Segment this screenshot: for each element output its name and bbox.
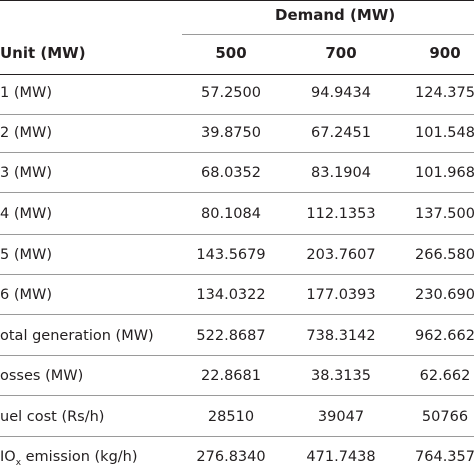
row-divider [0, 314, 474, 315]
table-cell: 276.8340 [196, 449, 266, 465]
table-cell: 57.2500 [201, 85, 261, 101]
row-divider [0, 114, 474, 115]
nox-label-main: IO [0, 449, 16, 465]
header-bottom-rule [0, 74, 474, 75]
table-cell: 143.5679 [196, 247, 266, 263]
table-cell: 522.8687 [196, 328, 266, 344]
row-label: osses (MW) [0, 368, 84, 384]
table-cell: 68.0352 [201, 165, 261, 181]
row-divider [0, 355, 474, 356]
table-cell: 137.500 [415, 206, 474, 222]
group-header-underline [182, 34, 474, 35]
unit-column-header: Unit (MW) [0, 44, 86, 62]
row-label: 6 (MW) [0, 287, 52, 303]
row-label: 3 (MW) [0, 165, 52, 181]
table-cell: 22.8681 [201, 368, 261, 384]
table-cell: 94.9434 [311, 85, 371, 101]
row-label: 1 (MW) [0, 85, 52, 101]
table-cell: 39.8750 [201, 125, 261, 141]
table-cell: 50766 [421, 409, 469, 425]
table-cell: 62.662 [419, 368, 471, 384]
row-divider [0, 395, 474, 396]
table-cell: 230.690 [415, 287, 474, 303]
demand-900-header: 900 [429, 44, 461, 62]
table-cell: 101.968 [415, 165, 474, 181]
table-cell: 266.580 [415, 247, 474, 263]
table-cell: 38.3135 [311, 368, 371, 384]
row-label: 5 (MW) [0, 247, 52, 263]
table-cell: 39047 [317, 409, 365, 425]
row-divider [0, 234, 474, 235]
demand-group-header: Demand (MW) [275, 6, 396, 24]
table-top-rule [0, 0, 474, 1]
row-label: otal generation (MW) [0, 328, 154, 344]
nox-label-rest: emission (kg/h) [21, 449, 138, 465]
table-cell: 177.0393 [306, 287, 376, 303]
table-cell: 738.3142 [306, 328, 376, 344]
table-cell: 28510 [207, 409, 255, 425]
row-divider [0, 436, 474, 437]
nox-subscript: x [15, 458, 22, 468]
row-label: 2 (MW) [0, 125, 52, 141]
table-cell: 67.2451 [311, 125, 371, 141]
demand-700-header: 700 [325, 44, 357, 62]
table-cell: 134.0322 [196, 287, 266, 303]
row-divider [0, 152, 474, 153]
table-cell: 471.7438 [306, 449, 376, 465]
table-cell: 83.1904 [311, 165, 371, 181]
table-cell: 962.662 [415, 328, 474, 344]
row-label: 4 (MW) [0, 206, 52, 222]
table-cell: 101.548 [415, 125, 474, 141]
demand-500-header: 500 [215, 44, 247, 62]
table-cell: 203.7607 [306, 247, 376, 263]
row-label-nox: IOx emission (kg/h) [0, 448, 138, 468]
table-cell: 112.1353 [306, 206, 376, 222]
table-cell: 124.375 [415, 85, 474, 101]
row-divider [0, 192, 474, 193]
row-divider [0, 274, 474, 275]
table-cell: 80.1084 [201, 206, 261, 222]
row-label: uel cost (Rs/h) [0, 409, 105, 425]
table-cell: 764.357 [415, 449, 474, 465]
